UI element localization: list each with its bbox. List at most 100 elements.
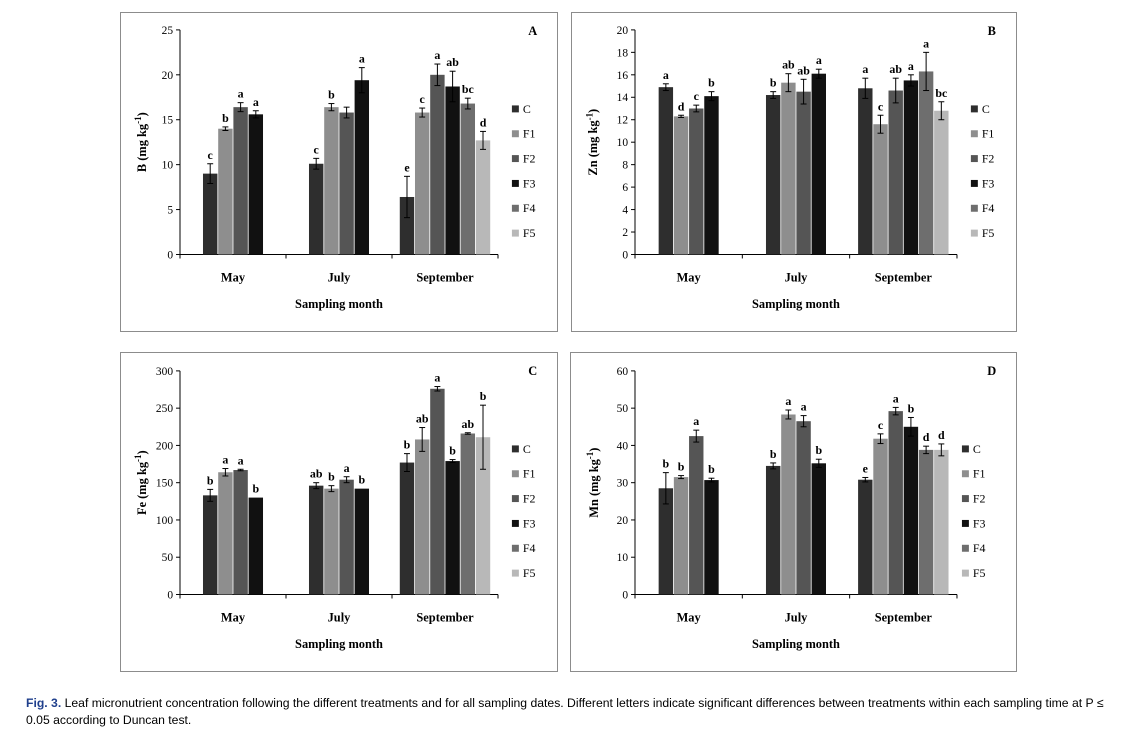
legend-swatch	[961, 519, 969, 527]
bar-f5-september	[934, 110, 949, 255]
y-tick-label: 30	[617, 478, 629, 490]
significance-letter: a	[434, 371, 440, 385]
y-tick-label: 16	[617, 70, 629, 82]
significance-letter: b	[770, 76, 777, 90]
legend-swatch	[961, 495, 969, 503]
bar-f5-september	[475, 140, 491, 255]
significance-letter: b	[222, 111, 229, 125]
significance-letter: a	[693, 414, 699, 428]
chart-panel-b: B 0 2 4 6 8 10 12 14 16 18 20 a d c b May b ab ab a July a c ab a…	[571, 12, 1017, 332]
significance-letter: ab	[782, 58, 795, 72]
bar-f2-may	[689, 108, 704, 255]
legend-entry: F3	[523, 516, 536, 530]
bar-c-may	[202, 173, 218, 255]
x-tick-label: May	[221, 270, 246, 284]
legend-swatch	[511, 445, 519, 453]
y-axis-label: Fe (mg kg-1)	[133, 450, 149, 515]
y-tick-label: 50	[617, 403, 629, 415]
bar-c-july	[308, 163, 324, 255]
legend-entry: F2	[523, 492, 536, 506]
significance-letter: a	[816, 53, 822, 67]
legend-swatch	[970, 105, 978, 113]
chart-panel-d: D 0 10 20 30 40 50 60 b b a b May b a a b July e c a b d d Septe…	[570, 352, 1017, 672]
x-axis-label: Sampling month	[752, 297, 840, 311]
x-tick-label: September	[416, 270, 474, 284]
legend-entry: F5	[523, 566, 536, 580]
bar-f1-september	[414, 112, 430, 255]
significance-letter: a	[893, 391, 899, 405]
x-tick-label: May	[677, 610, 702, 624]
significance-letter: b	[404, 438, 411, 452]
bar-f1-july	[324, 488, 339, 595]
x-tick-label: July	[785, 610, 809, 624]
legend-swatch	[511, 495, 519, 503]
legend-entry: F3	[523, 176, 536, 190]
legend-swatch	[961, 544, 969, 552]
significance-letter: a	[663, 68, 669, 82]
legend-swatch	[511, 519, 519, 527]
significance-letter: c	[314, 142, 319, 156]
y-tick-label: 2	[622, 227, 628, 239]
significance-letter: b	[770, 447, 777, 461]
bar-f4-september	[918, 449, 934, 595]
significance-letter: bc	[935, 86, 947, 100]
significance-letter: a	[359, 52, 365, 66]
panel-label: C	[528, 364, 537, 378]
significance-letter: b	[449, 444, 456, 458]
y-tick-label: 14	[617, 92, 629, 104]
bar-f2-september	[430, 388, 445, 595]
significance-letter: a	[222, 453, 228, 467]
bar-f3-july	[811, 463, 826, 595]
legend-swatch	[511, 229, 519, 237]
bar-f2-july	[796, 91, 811, 255]
y-tick-label: 50	[162, 552, 174, 564]
bar-c-july	[765, 95, 781, 255]
legend-swatch	[511, 130, 519, 138]
x-tick-label: July	[785, 270, 809, 284]
significance-letter: b	[908, 402, 915, 416]
bar-c-may	[658, 488, 674, 595]
bar-f1-september	[414, 439, 430, 595]
x-tick-label: July	[328, 270, 352, 284]
y-axis-label: Mn (mg kg-1)	[585, 448, 601, 518]
bar-c-may	[658, 87, 674, 255]
y-axis-label: Zn (mg kg-1)	[584, 109, 600, 176]
significance-letter: a	[253, 95, 259, 109]
legend-entry: F1	[973, 467, 986, 481]
bar-f1-july	[781, 414, 796, 595]
panel-label: D	[987, 364, 996, 378]
figure-caption: Fig. 3. Leaf micronutrient concentration…	[26, 695, 1111, 729]
significance-letter: a	[434, 48, 440, 62]
legend-entry: C	[523, 102, 531, 116]
bar-f3-july	[354, 80, 370, 255]
significance-letter: c	[208, 148, 213, 162]
x-axis-label: Sampling month	[295, 637, 383, 651]
y-tick-label: 60	[617, 366, 629, 378]
y-tick-label: 8	[622, 160, 628, 172]
y-tick-label: 20	[162, 70, 174, 82]
legend-swatch	[511, 544, 519, 552]
x-tick-label: May	[677, 270, 702, 284]
x-tick-label: May	[221, 610, 246, 624]
significance-letter: a	[785, 394, 791, 408]
legend-entry: F2	[982, 152, 995, 166]
significance-letter: b	[480, 389, 487, 403]
bar-f1-may	[218, 472, 233, 595]
bar-f1-may	[673, 477, 689, 595]
bar-f3-september	[445, 86, 460, 255]
significance-letter: b	[708, 462, 715, 476]
bar-f3-july	[811, 73, 826, 255]
bar-c-september	[399, 196, 415, 255]
bar-f3-may	[248, 497, 264, 595]
significance-letter: a	[238, 453, 244, 467]
significance-letter: b	[815, 443, 822, 457]
significance-letter: c	[878, 418, 883, 432]
legend-swatch	[970, 130, 978, 138]
significance-letter: a	[801, 400, 807, 414]
significance-letter: ab	[416, 412, 429, 426]
y-tick-label: 0	[167, 249, 173, 261]
bar-f3-july	[354, 488, 370, 595]
bar-f2-july	[796, 421, 811, 595]
